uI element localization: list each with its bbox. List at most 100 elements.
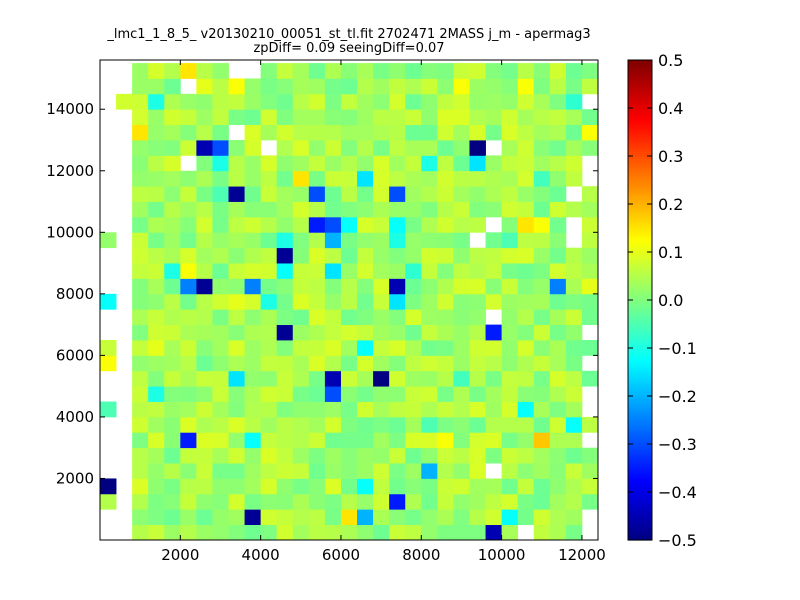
heatmap-cell bbox=[260, 155, 278, 172]
colorbar-segment bbox=[628, 72, 652, 75]
heatmap-cell bbox=[292, 170, 310, 187]
heatmap-cell bbox=[212, 416, 229, 433]
heatmap-cell bbox=[196, 386, 213, 402]
heatmap-cell bbox=[132, 78, 149, 95]
colorbar-segment bbox=[628, 520, 652, 524]
heatmap-cell bbox=[180, 278, 197, 295]
heatmap-cell bbox=[357, 509, 374, 526]
colorbar-segment bbox=[628, 184, 652, 188]
heatmap-cell bbox=[357, 155, 374, 172]
heatmap-cell bbox=[421, 293, 438, 310]
colorbar-segment bbox=[628, 393, 652, 397]
heatmap-cell bbox=[132, 370, 149, 387]
colorbar-tick-label: −0.2 bbox=[658, 387, 697, 406]
heatmap-cell bbox=[389, 263, 406, 279]
colorbar-segment bbox=[628, 458, 652, 462]
heatmap-cell bbox=[373, 63, 390, 79]
heatmap-cell bbox=[405, 140, 422, 156]
heatmap-cell bbox=[373, 340, 390, 356]
heatmap-cell bbox=[373, 109, 390, 126]
heatmap-cell bbox=[180, 63, 197, 79]
heatmap-cell bbox=[164, 447, 181, 464]
heatmap-cell bbox=[357, 78, 374, 95]
heatmap-cell bbox=[228, 463, 245, 479]
heatmap-cell bbox=[453, 247, 470, 264]
heatmap-cell bbox=[308, 247, 326, 264]
heatmap-cell bbox=[132, 447, 149, 464]
heatmap-cell bbox=[501, 170, 519, 187]
heatmap-cell bbox=[164, 247, 181, 264]
colorbar-segment bbox=[628, 182, 652, 186]
colorbar-segment bbox=[628, 242, 652, 246]
heatmap-cell bbox=[421, 463, 438, 479]
heatmap-cell bbox=[469, 524, 486, 541]
heatmap-cell bbox=[180, 355, 197, 372]
heatmap-cell bbox=[517, 201, 535, 218]
heatmap-cell bbox=[357, 247, 374, 264]
heatmap-cell bbox=[340, 293, 358, 310]
heatmap-cell bbox=[340, 309, 358, 326]
colorbar-segment bbox=[628, 208, 652, 212]
heatmap-cell bbox=[132, 170, 149, 187]
heatmap-cell bbox=[501, 355, 519, 372]
heatmap-cell bbox=[276, 340, 294, 356]
heatmap-cell bbox=[357, 309, 374, 326]
heatmap-cell bbox=[164, 432, 181, 449]
heatmap-cell bbox=[469, 293, 486, 310]
heatmap-cell bbox=[276, 355, 294, 372]
heatmap-cell bbox=[244, 386, 262, 402]
heatmap-cell bbox=[405, 216, 422, 233]
heatmap-cell bbox=[324, 170, 342, 187]
heatmap-cell bbox=[260, 355, 278, 372]
colorbar-segment bbox=[628, 328, 652, 332]
heatmap-cell bbox=[180, 216, 197, 233]
heatmap-cell bbox=[308, 93, 326, 110]
colorbar-tick-label: 0.1 bbox=[658, 243, 683, 262]
heatmap-cell bbox=[180, 324, 197, 341]
heatmap-cell bbox=[292, 324, 310, 341]
colorbar-segment bbox=[628, 415, 652, 419]
heatmap-cell bbox=[517, 293, 535, 310]
heatmap-cell bbox=[485, 155, 503, 172]
heatmap-cell bbox=[453, 401, 470, 418]
heatmap-cell bbox=[260, 78, 278, 95]
heatmap-cell bbox=[340, 63, 358, 79]
heatmap-cell bbox=[292, 293, 310, 310]
colorbar-segment bbox=[628, 465, 652, 469]
colorbar-segment bbox=[628, 69, 652, 73]
heatmap-cell bbox=[148, 124, 165, 141]
heatmap-cell bbox=[421, 155, 438, 172]
colorbar-segment bbox=[628, 175, 652, 179]
heatmap-cell bbox=[228, 216, 245, 233]
colorbar-segment bbox=[628, 417, 652, 421]
colorbar-segment bbox=[628, 196, 652, 200]
heatmap-cell bbox=[164, 63, 181, 79]
heatmap-cell bbox=[469, 263, 486, 279]
colorbar-segment bbox=[628, 343, 652, 347]
heatmap-cell bbox=[549, 201, 567, 218]
heatmap-cell bbox=[405, 416, 422, 433]
heatmap-cell bbox=[324, 263, 342, 279]
heatmap-cell bbox=[373, 309, 390, 326]
heatmap-cell bbox=[132, 216, 149, 233]
colorbar-segment bbox=[628, 379, 652, 383]
heatmap-cell bbox=[485, 355, 503, 372]
heatmap-cell bbox=[180, 247, 197, 264]
heatmap-cell bbox=[308, 478, 326, 495]
heatmap-cell bbox=[501, 93, 519, 110]
heatmap-cell bbox=[276, 170, 294, 187]
colorbar-segment bbox=[628, 225, 652, 229]
heatmap-cell bbox=[517, 355, 535, 372]
heatmap-cell bbox=[469, 463, 486, 479]
colorbar-segment bbox=[628, 189, 652, 193]
heatmap-cell bbox=[132, 63, 149, 79]
heatmap-cell bbox=[148, 478, 165, 495]
heatmap-cell bbox=[260, 124, 278, 141]
heatmap-cell bbox=[196, 216, 213, 233]
heatmap-cell bbox=[324, 524, 342, 541]
heatmap-cell bbox=[132, 155, 149, 172]
heatmap-cell bbox=[292, 309, 310, 326]
heatmap-cell bbox=[469, 324, 486, 341]
chart-title: _lmc1_1_8_5_ v20130210_00051_st_tl.fit 2… bbox=[107, 27, 591, 42]
